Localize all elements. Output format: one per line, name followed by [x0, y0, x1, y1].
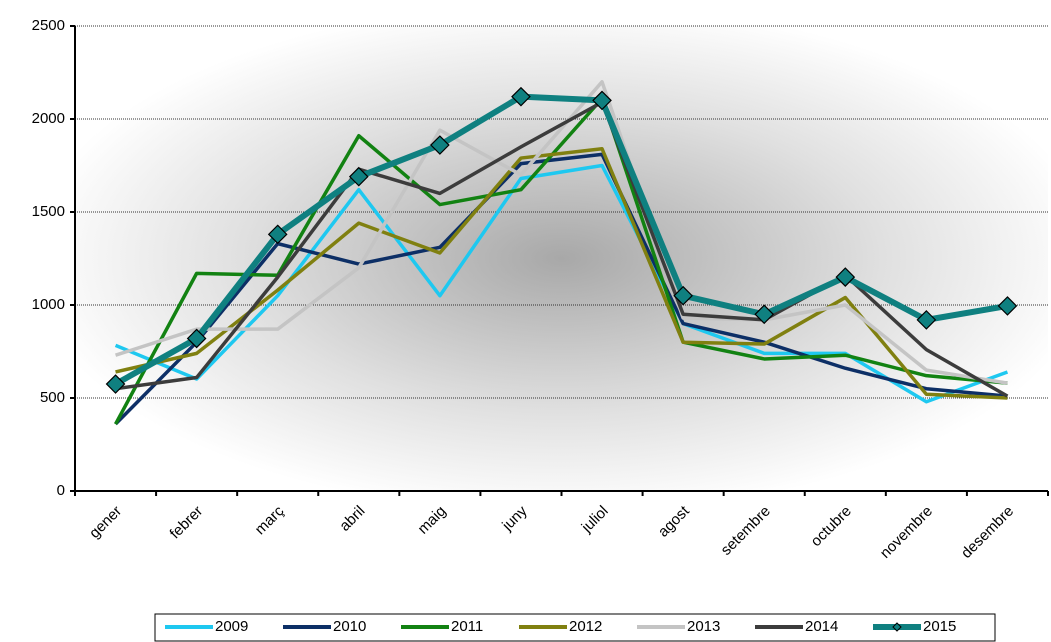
legend-marker	[892, 622, 902, 632]
marker	[916, 310, 937, 330]
legend-label: 2010	[333, 618, 366, 635]
series-line	[115, 100, 1009, 398]
x-tick-label: setembre	[718, 503, 774, 559]
x-tick-label: agost	[655, 502, 694, 541]
marker	[997, 296, 1018, 316]
marker	[186, 328, 207, 349]
x-tick-label: octubre	[808, 503, 855, 550]
series-line	[114, 96, 1008, 425]
x-tick-label: juny	[498, 502, 531, 535]
plot-background	[75, 26, 1048, 491]
series-line	[115, 80, 1008, 385]
legend-label: 2014	[805, 618, 838, 635]
marker	[430, 135, 450, 155]
y-tick-label: 2500	[32, 17, 65, 34]
y-tick-label: 0	[57, 482, 65, 499]
marker	[754, 304, 775, 325]
legend-label: 2013	[687, 618, 720, 635]
x-tick-label: abril	[336, 503, 368, 535]
x-tick-label: maig	[414, 503, 449, 538]
legend-label: 2009	[215, 618, 248, 635]
marker	[348, 166, 369, 187]
x-tick-label: gener	[86, 503, 125, 542]
series-line	[114, 93, 1008, 387]
y-tick-label: 1500	[32, 203, 65, 220]
x-tick-label: juliol	[578, 503, 612, 537]
x-tick-label: febrer	[167, 503, 207, 543]
marker	[511, 86, 531, 107]
y-tick-label: 2000	[32, 110, 65, 127]
x-tick-label: novembre	[877, 503, 936, 562]
series-line	[114, 163, 1009, 404]
marker	[835, 267, 856, 287]
y-tick-label: 500	[40, 389, 65, 406]
legend-label: 2011	[451, 618, 483, 635]
y-tick-label: 1000	[32, 296, 65, 313]
legend-label: 2012	[569, 618, 602, 635]
marker	[592, 90, 612, 111]
marker	[673, 285, 693, 306]
legend-label: 2015	[923, 618, 956, 635]
x-tick-label: desembre	[958, 503, 1017, 562]
x-tick-label: març	[252, 502, 288, 538]
series-line	[114, 152, 1008, 426]
marker	[105, 374, 126, 394]
marker	[267, 224, 288, 245]
